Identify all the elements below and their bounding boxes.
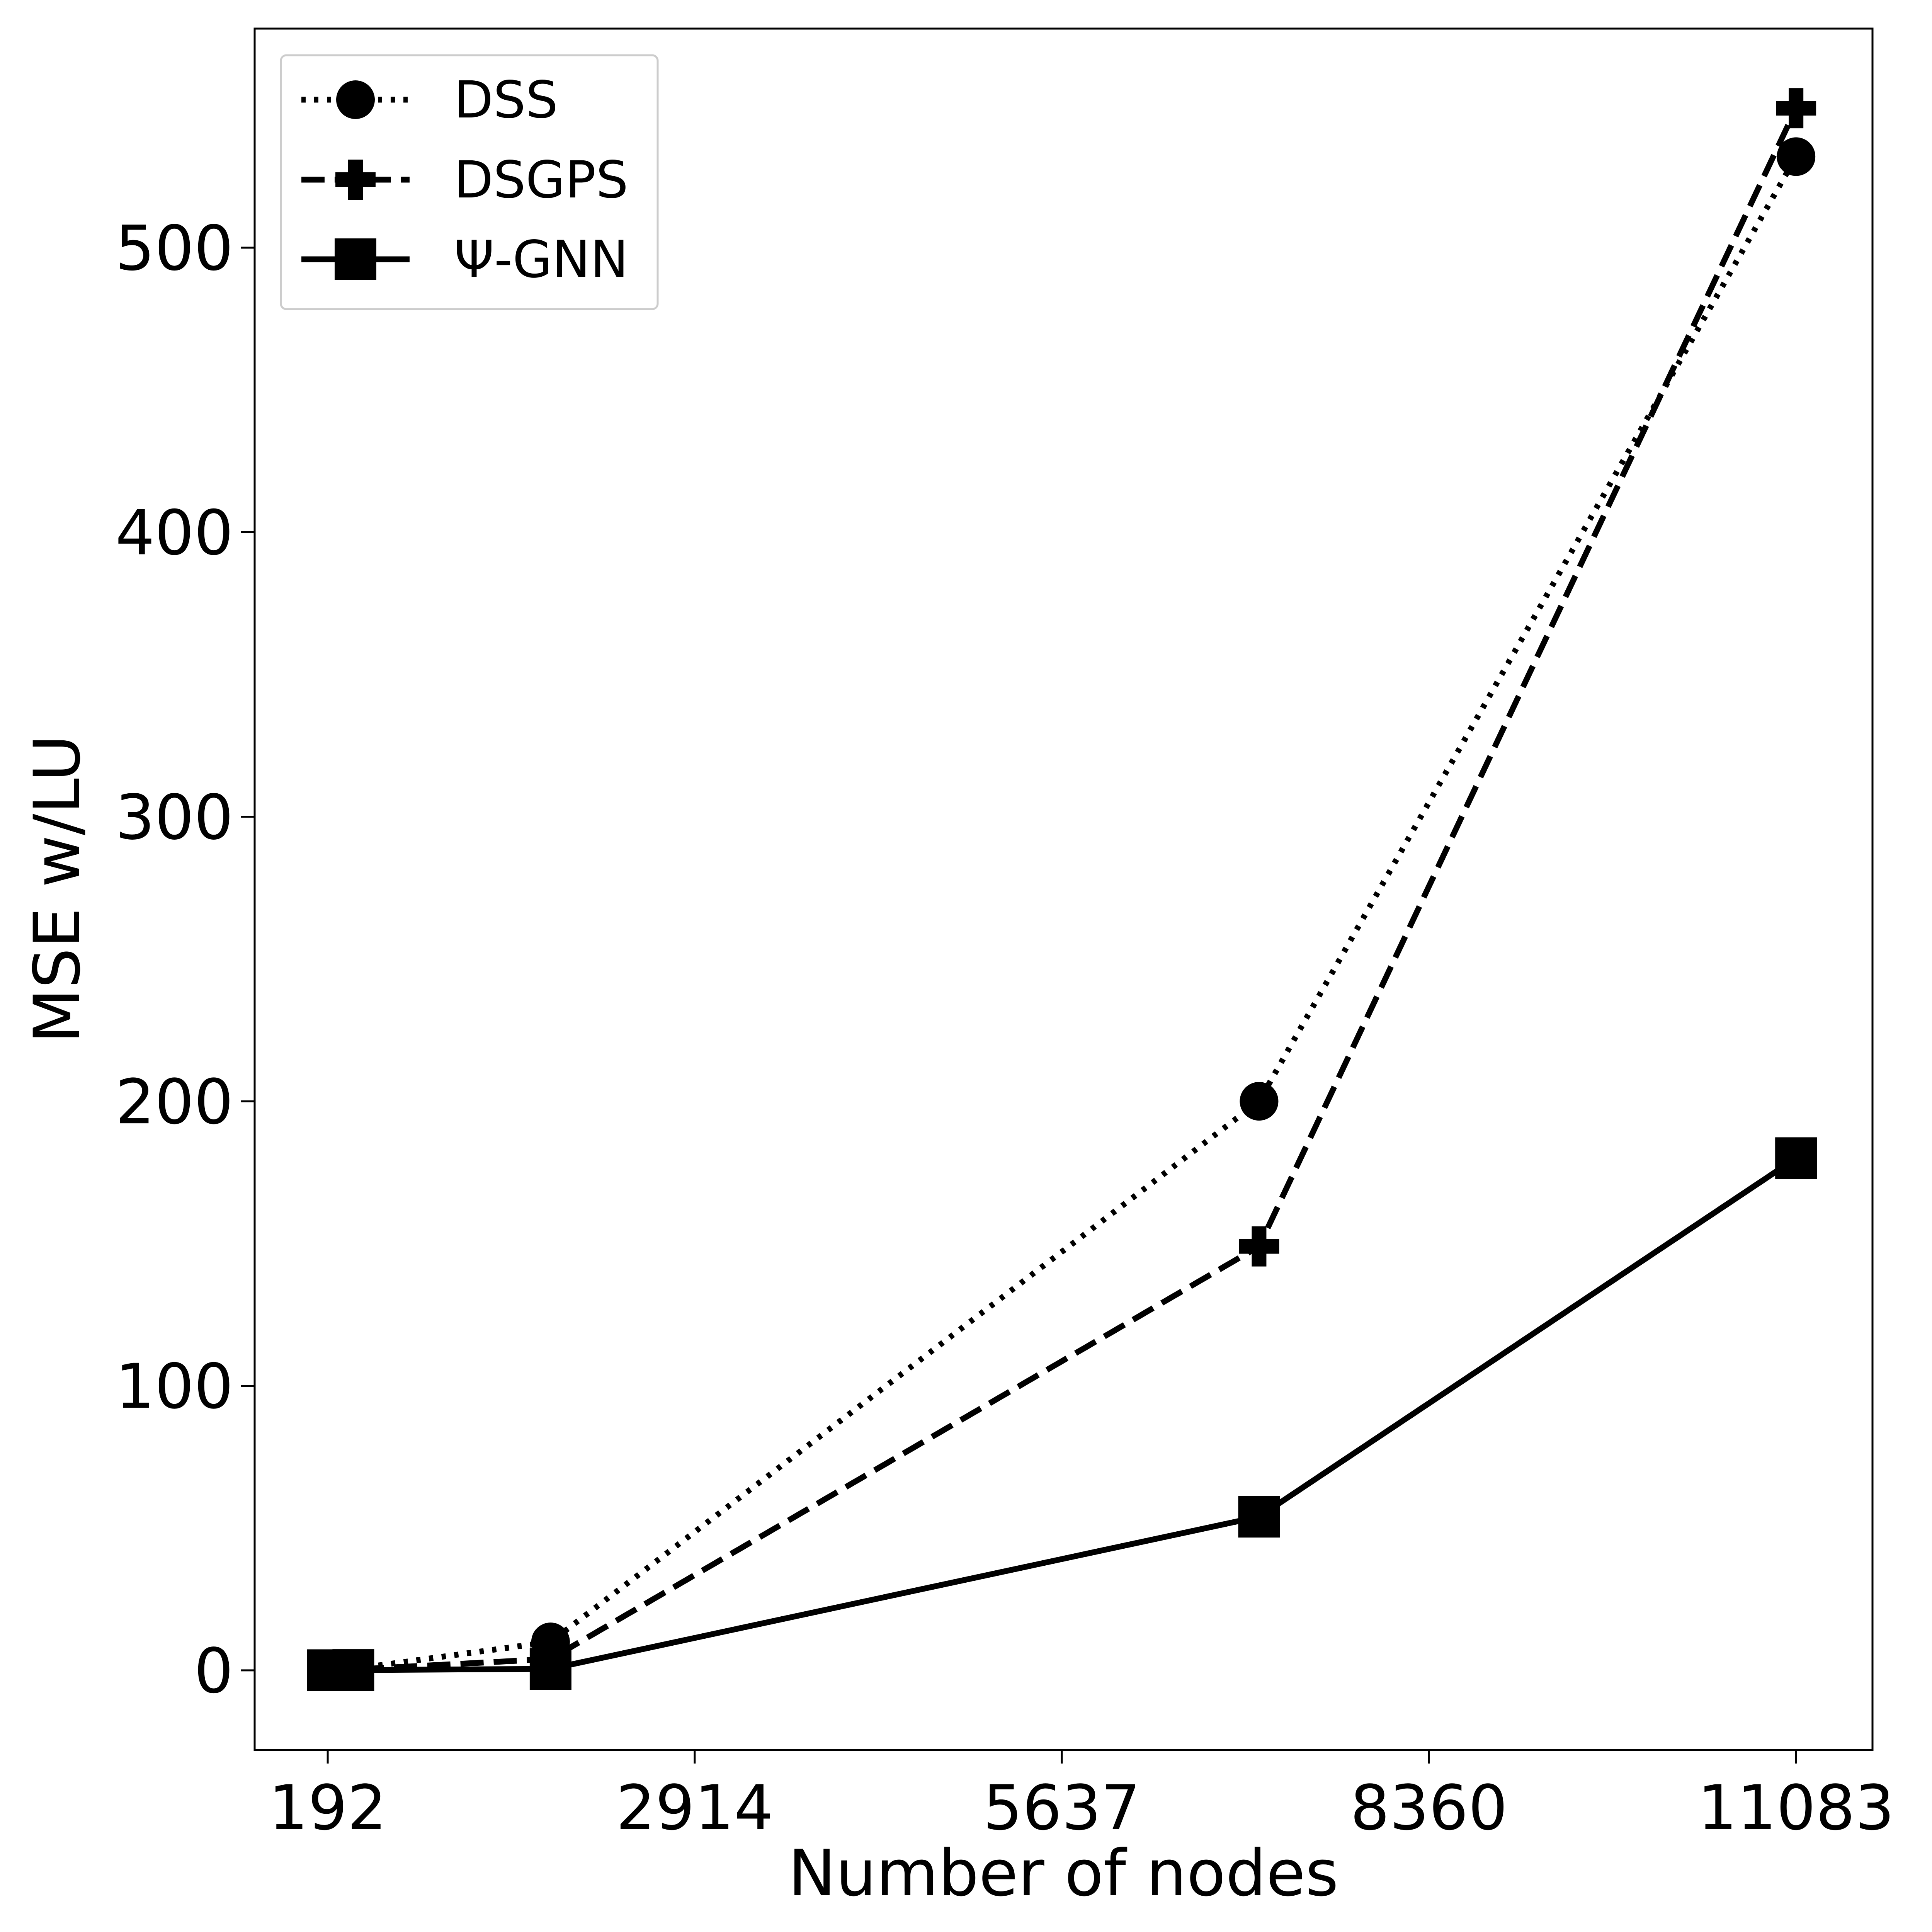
legend-marker [336, 80, 375, 119]
data-point [1775, 1137, 1817, 1179]
y-tick-label: 200 [116, 1066, 233, 1138]
x-tick-label: 8360 [1350, 1772, 1507, 1844]
legend-marker [335, 160, 376, 200]
legend-label: DSS [454, 70, 558, 130]
y-axis-label: MSE w/LU [20, 735, 94, 1044]
series-layer [307, 88, 1817, 1691]
data-point [1777, 137, 1816, 176]
y-tick-label: 300 [116, 781, 233, 854]
y-tick-label: 400 [116, 497, 233, 569]
data-point [332, 1649, 374, 1691]
data-point [1776, 88, 1816, 129]
x-axis: 192 2914 5637 8360 11083 [269, 1750, 1895, 1844]
y-tick-label: 500 [116, 212, 233, 284]
x-tick-label: 5637 [983, 1772, 1140, 1844]
data-point [529, 1648, 571, 1690]
y-tick-label: 100 [116, 1350, 233, 1422]
legend-entry: Ψ-GNN [301, 230, 628, 289]
x-tick-label: 2914 [616, 1772, 773, 1844]
legend-entry: DSS [301, 70, 558, 130]
series-square [307, 1137, 1817, 1691]
x-axis-label: Number of nodes [788, 1836, 1339, 1910]
x-tick-label: 192 [269, 1772, 386, 1844]
data-point [1240, 1082, 1279, 1121]
legend-label: Ψ-GNN [454, 230, 628, 289]
legend: DSS DSGPS Ψ-GNN [280, 54, 659, 310]
y-tick-label: 0 [194, 1635, 233, 1707]
plot-frame [253, 27, 1874, 1751]
data-point [1238, 1496, 1280, 1538]
y-axis: 0 100 200 300 400 500 [116, 212, 255, 1707]
legend-entry: DSGPS [301, 150, 628, 210]
x-tick-label: 11083 [1698, 1772, 1895, 1844]
legend-label: DSGPS [454, 150, 628, 210]
data-point [1239, 1226, 1279, 1267]
legend-marker [335, 238, 376, 280]
